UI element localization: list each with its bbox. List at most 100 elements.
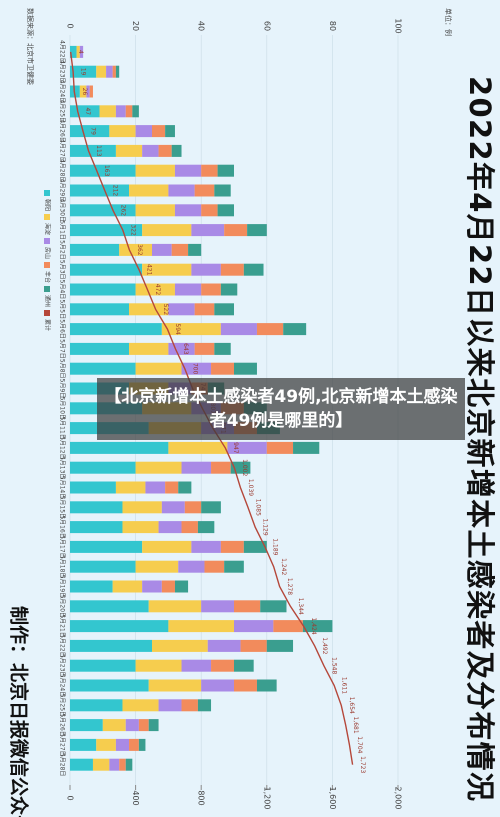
bar-segment: [115, 105, 126, 118]
legend-label: 丰台: [44, 271, 52, 283]
source: 数据来源：北京市卫健委: [26, 8, 35, 85]
category-label: 4月28日: [59, 159, 66, 182]
bar-segment: [243, 263, 264, 276]
bar-segment: [234, 659, 254, 672]
bottom-tick-label: 1,600: [328, 787, 337, 810]
category-label: 5月15日: [59, 496, 66, 519]
bar-segment: [129, 738, 139, 751]
bar-segment: [70, 738, 97, 751]
bottom-tick-label: 0: [66, 795, 75, 800]
bar-segment: [132, 105, 139, 118]
bar-segment: [161, 323, 221, 336]
category-label: 5月8日: [59, 359, 66, 379]
bar-segment: [240, 639, 267, 652]
top-tick-label: 80: [328, 21, 337, 31]
bar-segment: [174, 580, 189, 593]
bar-segment: [152, 125, 166, 138]
bar-segment: [211, 362, 234, 375]
line-value-label: 947: [232, 442, 239, 454]
legend-label: 海淀: [44, 223, 52, 235]
bar-segment: [220, 263, 244, 276]
bar-segment: [96, 738, 116, 751]
category-label: 4月27日: [59, 139, 66, 162]
bar-segment: [142, 224, 192, 237]
line-value-label: 700: [191, 363, 198, 375]
bar-segment: [214, 303, 234, 316]
bar-segment: [194, 342, 215, 355]
line-value-label: 26: [81, 88, 88, 96]
bar-segment: [181, 521, 198, 534]
category-label: 5月1日: [59, 220, 66, 240]
bar-segment: [70, 679, 149, 692]
category-label: 5月18日: [59, 555, 66, 578]
bar-segment: [194, 303, 215, 316]
legend-swatch: [44, 286, 50, 292]
bar-segment: [174, 204, 202, 217]
bar-segment: [70, 45, 77, 58]
bar-segment: [220, 540, 244, 553]
category-label: 5月5日: [59, 299, 66, 319]
bar-segment: [70, 461, 136, 474]
bar-segment: [234, 679, 257, 692]
bar-segment: [135, 204, 175, 217]
bar-segment: [70, 560, 136, 573]
line-value-label: 594: [174, 323, 181, 335]
bar-segment: [135, 164, 175, 177]
bar-segment: [234, 600, 261, 613]
bar-segment: [220, 283, 238, 296]
category-label: 5月10日: [59, 397, 66, 420]
bar-segment: [70, 441, 169, 454]
bar-segment: [158, 521, 182, 534]
bar-segment: [135, 125, 152, 138]
bar-segment: [70, 580, 113, 593]
bar-segment: [188, 243, 202, 256]
bar-segment: [70, 481, 116, 494]
bar-segment: [135, 560, 179, 573]
bar-segment: [70, 639, 152, 652]
bar-segment: [129, 184, 169, 197]
bar-segment: [181, 699, 198, 712]
bar-segment: [135, 362, 182, 375]
bar-segment: [293, 441, 320, 454]
bar-segment: [168, 303, 195, 316]
bar-segment: [86, 85, 90, 98]
category-label: 5月16日: [59, 515, 66, 538]
bar-segment: [112, 65, 116, 78]
category-label: 4月25日: [59, 100, 66, 123]
line-value-label: 1,085: [254, 499, 261, 516]
bar-segment: [142, 540, 192, 553]
bar-segment: [70, 204, 136, 217]
bar-segment: [217, 164, 234, 177]
line-value-label: 472: [154, 284, 161, 296]
bar-segment: [214, 342, 231, 355]
bar-segment: [227, 441, 267, 454]
bar-segment: [161, 580, 175, 593]
line-value-label: 1,278: [286, 578, 293, 595]
category-label: 5月11日: [59, 416, 66, 439]
bar-segment: [178, 481, 192, 494]
line-value-label: 1,344: [297, 598, 304, 615]
bar-segment: [135, 659, 182, 672]
bar-segment: [129, 303, 169, 316]
bar-segment: [96, 65, 107, 78]
line-value-label: 1,723: [359, 756, 366, 773]
category-label: 5月7日: [59, 339, 66, 359]
legend-label: 朝阳: [44, 199, 52, 211]
bar-segment: [70, 600, 149, 613]
bar-segment: [158, 699, 182, 712]
bar-segment: [217, 204, 234, 217]
category-label: 5月14日: [59, 476, 66, 499]
bar-segment: [125, 758, 133, 771]
category-label: 5月23日: [59, 654, 66, 677]
bar-segment: [70, 699, 123, 712]
bar-segment: [152, 243, 172, 256]
category-label: 5月24日: [59, 674, 66, 697]
bar-segment: [191, 224, 225, 237]
bar-segment: [211, 461, 231, 474]
bar-segment: [70, 323, 162, 336]
line-value-label: 163: [103, 165, 110, 177]
bar-segment: [168, 620, 234, 633]
bar-segment: [181, 461, 212, 474]
line-value-label: 19: [80, 68, 87, 76]
bar-segment: [115, 65, 120, 78]
